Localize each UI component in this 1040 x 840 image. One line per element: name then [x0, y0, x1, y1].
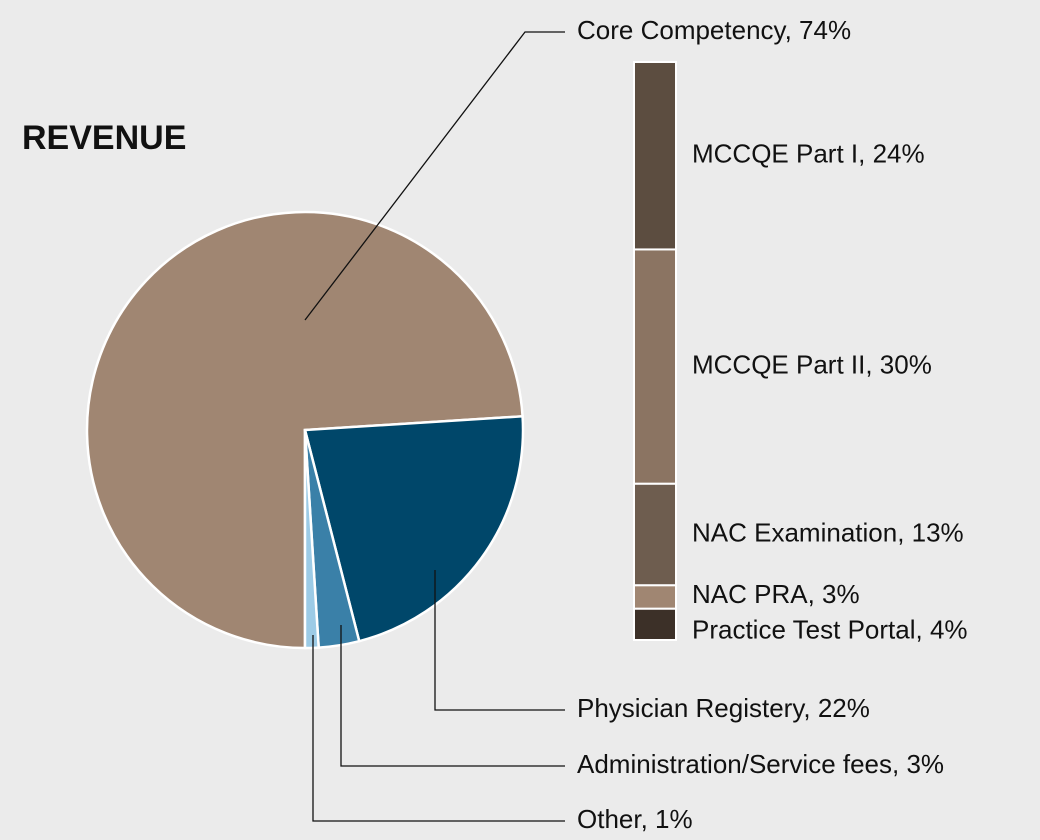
bar-segment	[633, 61, 677, 251]
leader-line	[340, 625, 565, 767]
leader-line	[304, 31, 565, 321]
pie-slice	[303, 414, 525, 643]
slice-label: Other, 1%	[577, 804, 693, 834]
bar-segment	[633, 248, 677, 485]
pie-slice	[303, 429, 321, 650]
bar-segment	[633, 584, 677, 610]
slice-label: Administration/Service fees, 3%	[577, 749, 944, 779]
bar-segment	[633, 482, 677, 587]
slice-label: Core Competency, 74%	[577, 15, 851, 45]
bar-label: NAC Examination, 13%	[692, 517, 964, 547]
leader-line	[312, 635, 565, 822]
bar-label: MCCQE Part II, 30%	[692, 349, 932, 379]
leader-line	[434, 570, 565, 711]
bar-label: MCCQE Part I, 24%	[692, 139, 925, 169]
bar-segment	[633, 607, 677, 642]
slice-label: Physician Registery, 22%	[577, 693, 870, 723]
bar-label: Practice Test Portal, 4%	[692, 614, 968, 644]
chart-title: REVENUE	[22, 119, 186, 157]
bar-label: NAC PRA, 3%	[692, 579, 860, 609]
